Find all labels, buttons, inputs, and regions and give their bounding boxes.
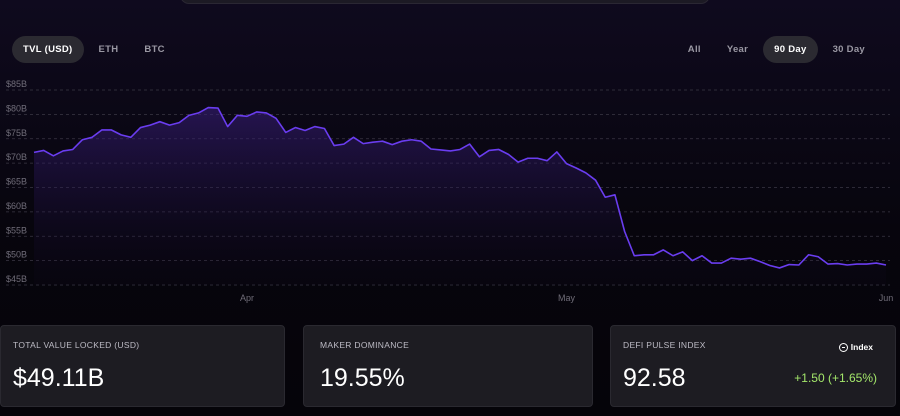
tab-90-day[interactable]: 90 Day (763, 36, 818, 63)
maker-dominance-card: MAKER DOMINANCE 19.55% (303, 325, 593, 407)
maker-dominance-value: 19.55% (320, 364, 405, 392)
y-tick-label: $55B (6, 225, 27, 235)
tvl-area-chart[interactable]: $85B $80B $75B $70B $65B $60B $55B $50B $45B Apr… (0, 80, 900, 310)
tvl-area-fill (34, 107, 886, 285)
defi-pulse-index-label: DEFI PULSE INDEX (623, 340, 706, 350)
defi-pulse-index-card: DEFI PULSE INDEX Index 92.58 +1.50 (+1.6… (610, 325, 896, 407)
y-tick-label: $60B (6, 201, 27, 211)
index-badge-label: Index (850, 342, 873, 352)
metric-tabs: TVL (USD) ETH BTC (12, 36, 176, 63)
x-tick-label: Apr (240, 293, 254, 303)
y-tick-label: $45B (6, 274, 27, 284)
top-search-bar[interactable] (180, 0, 710, 4)
x-tick-label: Jun (879, 293, 894, 303)
tab-30-day[interactable]: 30 Day (822, 36, 876, 63)
y-tick-label: $75B (6, 128, 27, 138)
y-tick-label: $70B (6, 152, 27, 162)
tvl-card-label: TOTAL VALUE LOCKED (USD) (13, 340, 140, 350)
y-tick-label: $85B (6, 80, 27, 89)
tvl-card: TOTAL VALUE LOCKED (USD) $49.11B (0, 325, 285, 407)
y-tick-label: $80B (6, 103, 27, 113)
index-icon (838, 342, 848, 352)
maker-dominance-label: MAKER DOMINANCE (320, 340, 410, 350)
range-tabs: All Year 90 Day 30 Day (677, 36, 876, 63)
index-change: +1.50 (+1.65%) (794, 371, 877, 385)
defi-pulse-index-value: 92.58 (623, 364, 686, 392)
y-axis: $85B $80B $75B $70B $65B $60B $55B $50B $45B (6, 80, 27, 284)
stat-cards: TOTAL VALUE LOCKED (USD) $49.11B MAKER D… (0, 325, 900, 416)
tab-all[interactable]: All (677, 36, 712, 63)
y-tick-label: $50B (6, 250, 27, 260)
x-tick-label: May (558, 293, 576, 303)
index-link[interactable]: Index (838, 342, 873, 352)
tab-eth[interactable]: ETH (88, 36, 130, 63)
data-points (33, 107, 887, 268)
tvl-card-value: $49.11B (13, 364, 105, 392)
tab-tvl-usd[interactable]: TVL (USD) (12, 36, 84, 63)
tab-year[interactable]: Year (716, 36, 759, 63)
tab-btc[interactable]: BTC (133, 36, 175, 63)
y-tick-label: $65B (6, 177, 27, 187)
x-axis: Apr May Jun (240, 293, 893, 303)
